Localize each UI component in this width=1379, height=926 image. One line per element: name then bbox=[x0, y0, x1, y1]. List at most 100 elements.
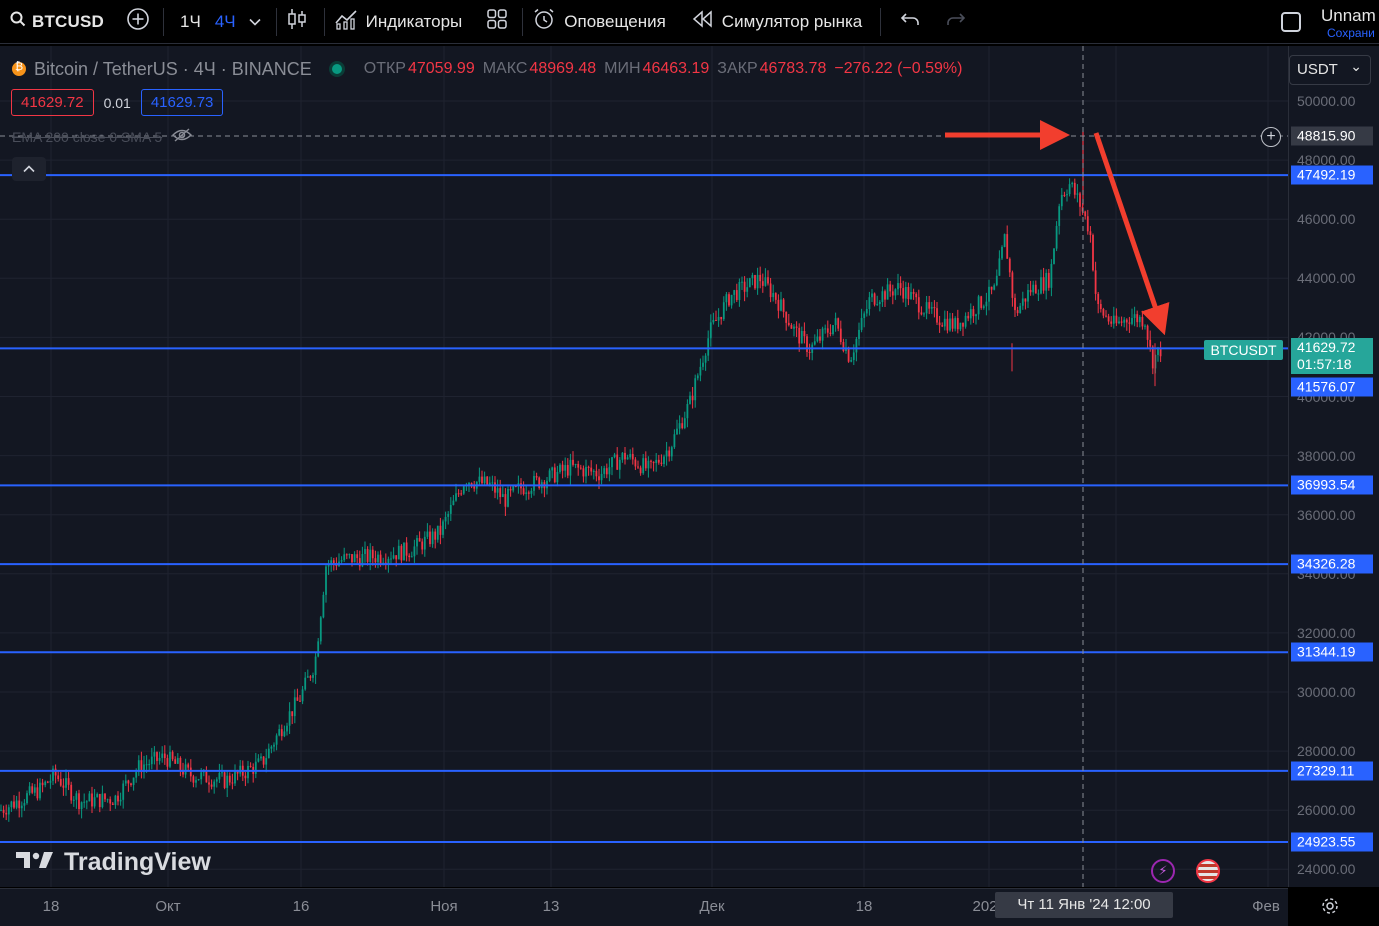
candle-body bbox=[899, 283, 902, 289]
candle-body bbox=[195, 780, 197, 783]
layout-checkbox-icon[interactable] bbox=[1281, 12, 1301, 32]
candle-body bbox=[642, 458, 645, 474]
price-scale-label: 48000.00 bbox=[1297, 152, 1356, 169]
candle-body bbox=[912, 292, 915, 294]
candle-body bbox=[886, 284, 889, 300]
candle-body bbox=[579, 467, 582, 469]
legend-title[interactable]: Bitcoin / TetherUS · 4Ч · BINANCE bbox=[34, 58, 312, 79]
compare-symbol-button[interactable] bbox=[126, 0, 150, 44]
candle-body bbox=[923, 313, 925, 315]
candle-body bbox=[2, 809, 5, 813]
candle-body bbox=[106, 799, 109, 801]
candle-body bbox=[140, 760, 143, 773]
candle-body bbox=[98, 794, 101, 808]
chart-type-button[interactable] bbox=[286, 0, 308, 44]
redo-button[interactable] bbox=[946, 0, 966, 44]
chart-pane[interactable] bbox=[0, 46, 1288, 887]
us-flag-icon[interactable] bbox=[1196, 859, 1220, 883]
candle-body bbox=[746, 287, 749, 292]
legend-open-value: 47059.99 bbox=[407, 60, 475, 77]
toolbar-divider bbox=[522, 7, 524, 36]
candle-body bbox=[1055, 225, 1058, 249]
candle-body bbox=[340, 560, 343, 562]
candle-body bbox=[928, 302, 931, 309]
order-quantity[interactable]: 0.01 bbox=[103, 94, 131, 111]
price-chart[interactable] bbox=[0, 46, 1288, 887]
interval-4h-button[interactable]: 4Ч bbox=[214, 11, 236, 31]
lightning-icon[interactable]: ⚡ bbox=[1151, 859, 1175, 883]
candle-body bbox=[696, 375, 699, 379]
candle-body bbox=[795, 326, 798, 328]
candle-body bbox=[23, 803, 26, 806]
undo-button[interactable] bbox=[900, 0, 920, 44]
candle-body bbox=[652, 461, 655, 464]
candle-body bbox=[156, 752, 158, 761]
candle-body bbox=[374, 558, 377, 563]
sell-button[interactable]: 41629.72 bbox=[11, 89, 94, 116]
candle-body bbox=[67, 778, 70, 785]
candle-body bbox=[397, 545, 400, 560]
candle-body bbox=[444, 516, 447, 522]
candle-body bbox=[332, 560, 335, 564]
candle-body bbox=[530, 490, 533, 494]
candle-body bbox=[314, 656, 317, 676]
currency-select[interactable]: USDT bbox=[1289, 52, 1371, 85]
candle-body bbox=[31, 786, 34, 793]
candle-body bbox=[793, 326, 795, 329]
candle-body bbox=[403, 542, 405, 561]
bar-replay-button[interactable]: Симулятор рынка bbox=[692, 0, 862, 44]
candle-body bbox=[1128, 322, 1131, 324]
buy-button[interactable]: 41629.73 bbox=[140, 89, 224, 116]
candle-body bbox=[41, 782, 44, 786]
interval-1h-button[interactable]: 1Ч bbox=[180, 11, 201, 31]
save-label[interactable]: Сохрани bbox=[1327, 26, 1375, 40]
ema-indicator-legend[interactable]: EMA 200 close 0 SMA 5 bbox=[12, 128, 193, 146]
layout-save-block[interactable]: Unnam Сохрани bbox=[1279, 4, 1379, 44]
candle-body bbox=[943, 318, 946, 327]
candle-body bbox=[293, 697, 296, 717]
candle-body bbox=[392, 555, 395, 559]
candle-body bbox=[637, 466, 639, 468]
candle-body bbox=[179, 757, 182, 770]
candle-body bbox=[709, 322, 712, 339]
candle-body bbox=[1076, 193, 1079, 195]
indicators-button[interactable]: Индикаторы bbox=[334, 0, 462, 44]
candle-body bbox=[1001, 246, 1003, 259]
candle-body bbox=[319, 617, 322, 642]
collapse-legend-button[interactable] bbox=[12, 157, 46, 181]
candle-body bbox=[756, 274, 759, 289]
interval-dropdown-chevron-icon[interactable] bbox=[243, 0, 267, 44]
candle-body bbox=[166, 758, 169, 767]
candle-body bbox=[379, 554, 382, 564]
candle-body bbox=[1094, 270, 1097, 294]
candle-body bbox=[668, 450, 671, 457]
add-alert-plus-icon[interactable]: + bbox=[1261, 127, 1281, 147]
candle-body bbox=[18, 800, 21, 809]
candle-body bbox=[1014, 297, 1016, 311]
candle-body bbox=[218, 772, 221, 780]
time-scale-label: Дек bbox=[699, 898, 725, 915]
candle-body bbox=[990, 286, 993, 290]
candle-body bbox=[743, 281, 746, 292]
alerts-button[interactable]: Оповещения bbox=[532, 0, 666, 44]
chart-settings-gear-icon[interactable] bbox=[1320, 896, 1340, 921]
candle-body bbox=[481, 476, 483, 484]
candle-body bbox=[132, 777, 135, 785]
candle-body bbox=[613, 454, 616, 458]
candle-body bbox=[7, 807, 10, 815]
candle-body bbox=[442, 521, 444, 535]
eye-hidden-icon[interactable] bbox=[172, 128, 193, 146]
candle-body bbox=[1060, 194, 1063, 207]
symbol-search-button[interactable]: BTCUSD bbox=[0, 0, 104, 44]
candle-body bbox=[657, 459, 660, 463]
candle-body bbox=[858, 329, 860, 339]
price-scale[interactable]: 50000.0048000.0046000.0044000.0042000.00… bbox=[1288, 46, 1379, 887]
templates-button[interactable] bbox=[486, 0, 508, 44]
candle-body bbox=[26, 793, 28, 804]
candle-body bbox=[369, 549, 372, 562]
candle-body bbox=[572, 459, 574, 465]
candle-body bbox=[418, 538, 421, 542]
symbol-label: BTCUSD bbox=[32, 11, 105, 31]
candle-body bbox=[917, 297, 920, 313]
candle-body bbox=[608, 467, 611, 475]
